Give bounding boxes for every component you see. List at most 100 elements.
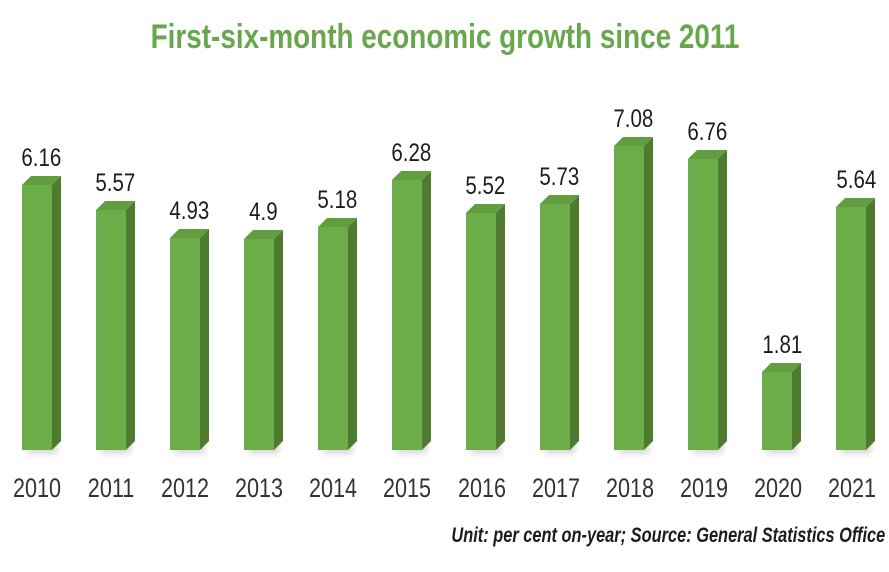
x-axis-label-text: 2011 (87, 473, 135, 503)
x-axis-label: 2018 (600, 450, 660, 505)
bar-group: 5.57 2011 (74, 0, 148, 505)
x-axis-label: 2014 (303, 450, 363, 505)
bar-front-face (95, 210, 126, 450)
bar-side-face (570, 195, 580, 450)
bar-3d (762, 363, 802, 450)
x-axis-label: 2013 (229, 450, 289, 505)
x-axis-label-text: 2015 (383, 473, 432, 503)
bar-3d (466, 204, 506, 450)
bar-stack: 4.93 (165, 199, 214, 450)
bar-3d (317, 218, 357, 450)
bar (466, 204, 506, 450)
bar-side-face (644, 137, 654, 450)
x-axis-label: 2021 (822, 450, 882, 505)
bar-stack: 5.64 (832, 168, 881, 450)
bar-group: 7.08 2018 (593, 0, 667, 505)
bar-front-face (614, 146, 645, 450)
bar-3d (169, 229, 209, 450)
bar-3d (614, 137, 654, 450)
bar-side-face (866, 198, 876, 450)
bar-3d (391, 171, 431, 450)
bar-front-face (21, 185, 52, 450)
bar-front-face (169, 238, 200, 450)
bar (169, 229, 209, 450)
x-axis-label-text: 2018 (605, 473, 654, 503)
bar-front-face (540, 204, 571, 450)
footnote: Unit: per cent on-year; Source: General … (329, 523, 885, 548)
bar-value-label: 5.57 (95, 169, 136, 197)
bar-value-label: 6.16 (21, 144, 61, 172)
bar-stack: 1.81 (758, 333, 807, 450)
x-axis-label: 2012 (155, 450, 215, 505)
bar-front-face (466, 213, 497, 450)
x-axis-label: 2017 (526, 450, 586, 505)
bar-value-label: 6.76 (687, 118, 728, 146)
bar-side-face (792, 363, 802, 450)
bar-stack: 5.73 (535, 165, 584, 450)
bar-front-face (243, 239, 274, 450)
bar-group: 1.81 2020 (741, 0, 815, 505)
x-axis-label: 2020 (748, 450, 808, 505)
bar-stack: 5.52 (461, 174, 510, 450)
bar-3d (540, 195, 580, 450)
x-axis-label: 2019 (674, 450, 734, 505)
bar-3d (836, 198, 876, 450)
bar-front-face (688, 159, 719, 450)
bar-group: 4.93 2012 (148, 0, 222, 505)
bar-value-label: 5.73 (539, 163, 580, 191)
bar-3d (243, 230, 283, 450)
bar (317, 218, 357, 450)
bar-front-face (836, 207, 867, 450)
bar-value-label: 4.9 (249, 198, 278, 226)
bar-side-face (199, 229, 209, 450)
bar-group: 5.18 2014 (296, 0, 370, 505)
bar-group: 6.28 2015 (370, 0, 444, 505)
bar-value-label: 7.08 (613, 105, 654, 133)
chart-title: First-six-month economic growth since 20… (0, 18, 889, 56)
bar-value-label: 4.93 (169, 197, 210, 225)
bar-side-face (51, 176, 61, 450)
footnote-text: Unit: per cent on-year; Source: General … (451, 524, 885, 547)
bar-front-face (317, 227, 348, 450)
chart-title-text: First-six-month economic growth since 20… (150, 18, 739, 56)
x-axis-label-text: 2020 (753, 473, 802, 503)
x-axis-label-text: 2017 (531, 473, 580, 503)
x-axis-label-text: 2019 (679, 473, 728, 503)
bar-group: 5.64 2021 (815, 0, 889, 505)
bar-group: 5.73 2017 (519, 0, 593, 505)
bar-front-face (762, 372, 793, 450)
bar-stack: 5.57 (91, 171, 140, 450)
bar-side-face (125, 201, 135, 450)
bar-group: 6.76 2019 (667, 0, 741, 505)
bar-side-face (718, 150, 728, 450)
plot-area: 6.16 2010 5.57 2011 4.93 2012 4.9 2013 5.18 2014 6… (0, 0, 889, 505)
bar-3d (688, 150, 728, 450)
x-axis-label: 2015 (377, 450, 437, 505)
bar-value-label: 5.18 (317, 186, 358, 214)
x-axis-label: 2016 (452, 450, 512, 505)
x-axis-label-text: 2012 (161, 473, 210, 503)
bar-3d (95, 201, 135, 450)
x-axis-label-text: 2014 (309, 473, 358, 503)
bar-side-face (347, 218, 357, 450)
bar-value-label: 1.81 (761, 331, 802, 359)
bar-front-face (391, 180, 422, 450)
bar-value-label: 5.64 (835, 166, 876, 194)
bar-stack: 5.18 (313, 188, 362, 450)
x-axis-label-text: 2013 (235, 473, 284, 503)
bar-side-face (421, 171, 431, 450)
bar-group: 4.9 2013 (222, 0, 296, 505)
x-axis-label: 2011 (82, 450, 140, 505)
bar (391, 171, 431, 450)
bar (243, 230, 283, 450)
bar-stack: 4.9 (243, 198, 283, 450)
bar (614, 137, 654, 450)
x-axis-label-text: 2016 (457, 473, 506, 503)
x-axis-label-text: 2021 (827, 473, 876, 503)
bar-3d (21, 176, 61, 450)
bar-stack: 6.76 (683, 120, 732, 450)
x-axis-label: 2010 (7, 450, 67, 505)
bar-stack: 7.08 (609, 107, 658, 450)
bar-group: 6.16 2010 (0, 0, 74, 505)
